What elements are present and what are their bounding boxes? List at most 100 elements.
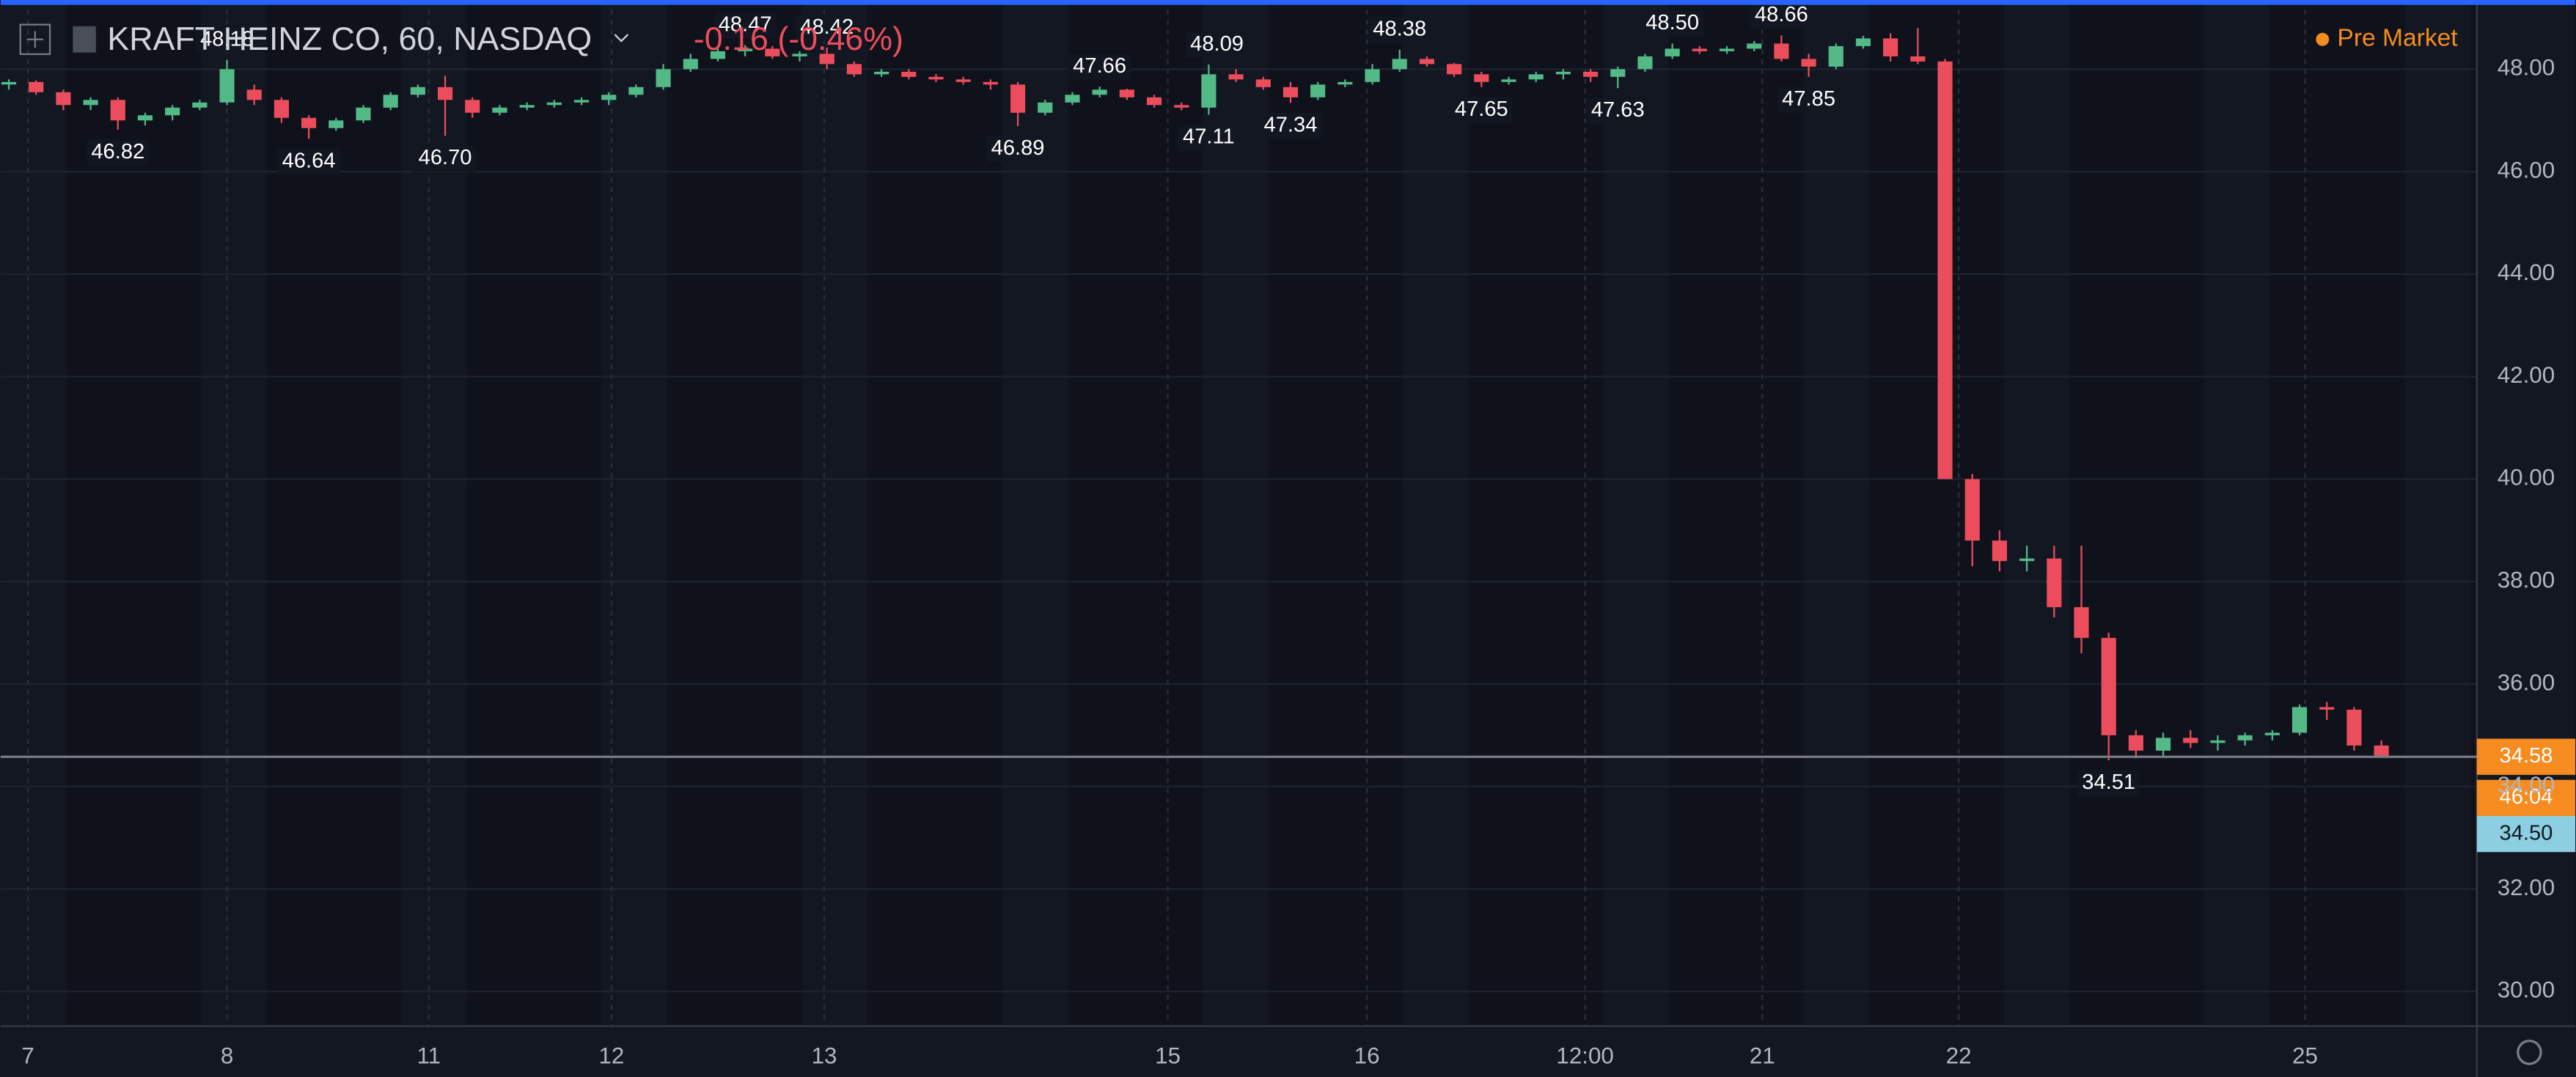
session-band xyxy=(466,0,602,1026)
x-tick-label: 16 xyxy=(1354,1043,1380,1068)
candle-body xyxy=(710,51,726,59)
candle-body xyxy=(2291,707,2308,733)
candle-body xyxy=(110,100,125,121)
candle-body xyxy=(1365,69,1380,82)
label-bg xyxy=(1450,97,1513,124)
candle-body xyxy=(1174,105,1189,108)
candle-body xyxy=(1665,48,1680,56)
candle-body xyxy=(819,54,834,65)
top-bar xyxy=(0,0,2576,5)
candle-body xyxy=(983,81,998,85)
candle-body xyxy=(2210,740,2225,743)
candle-body xyxy=(1555,71,1571,75)
candle-body xyxy=(2319,707,2335,710)
y-tick-label: 34.00 xyxy=(2498,772,2555,798)
candle-body xyxy=(1883,38,1898,56)
session-band xyxy=(1869,0,2004,1026)
candle-body xyxy=(2264,732,2280,735)
candle-body xyxy=(1828,45,1843,67)
high-low-label: 48.09 xyxy=(1190,32,1244,56)
high-low-label: 48.38 xyxy=(1373,18,1426,41)
countdown: 46:04 xyxy=(2500,785,2553,809)
countdown-tag xyxy=(2476,779,2576,816)
logo xyxy=(73,26,96,53)
candle-body xyxy=(1937,61,1953,479)
candle-body xyxy=(1637,56,1653,70)
label-bg xyxy=(414,145,477,172)
session-band xyxy=(1068,0,1203,1026)
x-tick-label: 25 xyxy=(2292,1043,2318,1068)
x-tick-label: 22 xyxy=(1946,1043,1972,1068)
candle-body xyxy=(192,102,208,108)
label-bg xyxy=(1259,112,1322,139)
high-low-label: 47.66 xyxy=(1073,54,1126,78)
high-low-label: 46.64 xyxy=(282,149,336,172)
plot: 46.82 48.18 46.64 46.70 48.47 48.42 46.89 47.66… xyxy=(1,2,2389,797)
high-low-label: 47.34 xyxy=(1264,114,1318,137)
session-label: Pre Market xyxy=(2337,25,2458,52)
session-band xyxy=(2069,0,2205,1026)
x-tick-label: 7 xyxy=(21,1043,34,1068)
high-low-label: 47.85 xyxy=(1782,87,1835,111)
session-band xyxy=(1669,0,1804,1026)
candle-body xyxy=(383,95,398,108)
last-price: 34.58 xyxy=(2500,744,2553,768)
high-low-label: 48.18 xyxy=(200,28,254,51)
candle-body xyxy=(2183,738,2198,743)
candle-body xyxy=(2237,735,2253,740)
candle-body xyxy=(1010,84,1026,113)
candle-body xyxy=(492,107,507,113)
grid xyxy=(0,0,2485,1026)
candle-body xyxy=(246,89,262,100)
candle-body xyxy=(1228,74,1244,80)
candle-body xyxy=(437,87,453,100)
candle-body xyxy=(2047,558,2062,608)
x-tick-label: 12 xyxy=(598,1043,624,1068)
label-bg xyxy=(87,139,150,166)
settings-button[interactable] xyxy=(2517,1040,2542,1065)
add-symbol-button[interactable] xyxy=(19,23,51,56)
x-tick-label: 11 xyxy=(417,1043,441,1068)
candle-body xyxy=(656,69,671,87)
high-low-label: 48.42 xyxy=(800,15,854,39)
high-low-label: 47.11 xyxy=(1183,125,1235,149)
candle-body xyxy=(955,79,971,82)
candle-body xyxy=(1201,74,1217,108)
candle-body xyxy=(2101,638,2116,735)
candle-body xyxy=(56,92,71,106)
candle-body xyxy=(1092,89,1107,95)
candle-body xyxy=(301,117,317,128)
candle-body xyxy=(83,100,98,106)
session-band xyxy=(2269,0,2405,1026)
session-band xyxy=(667,0,802,1026)
candle-body xyxy=(765,48,780,56)
candle-body xyxy=(1038,102,1053,113)
label-bg xyxy=(1068,54,1131,81)
candle-body xyxy=(2128,735,2143,751)
y-tick-label: 42.00 xyxy=(2498,362,2555,388)
candle-body xyxy=(1419,59,1435,65)
candle-body xyxy=(1964,479,1980,541)
candle-body xyxy=(1774,43,1789,59)
candle-body xyxy=(738,48,753,51)
high-low-label: 46.89 xyxy=(991,136,1045,160)
candle-body xyxy=(1310,84,1326,98)
label-bg xyxy=(713,12,777,39)
candle-body xyxy=(165,107,180,116)
candle-body xyxy=(2374,745,2389,756)
candle-body xyxy=(2074,607,2089,639)
candle-body xyxy=(1855,38,1871,46)
candle-body xyxy=(465,100,480,113)
y-tick-label: 40.00 xyxy=(2498,465,2555,490)
candle-body xyxy=(29,81,44,92)
x-tick-label: 13 xyxy=(812,1043,837,1068)
symbol-title[interactable]: KRAFT HEINZ CO, 60, NASDAQ xyxy=(107,21,592,57)
high-low-label: 48.47 xyxy=(719,12,772,36)
candle-body xyxy=(1065,95,1080,103)
indicator-value: 34.50 xyxy=(2500,821,2553,845)
candle-body xyxy=(329,120,344,128)
candle-body xyxy=(219,69,235,103)
y-tick-label: 32.00 xyxy=(2498,875,2555,900)
candle-body xyxy=(1992,540,2008,562)
